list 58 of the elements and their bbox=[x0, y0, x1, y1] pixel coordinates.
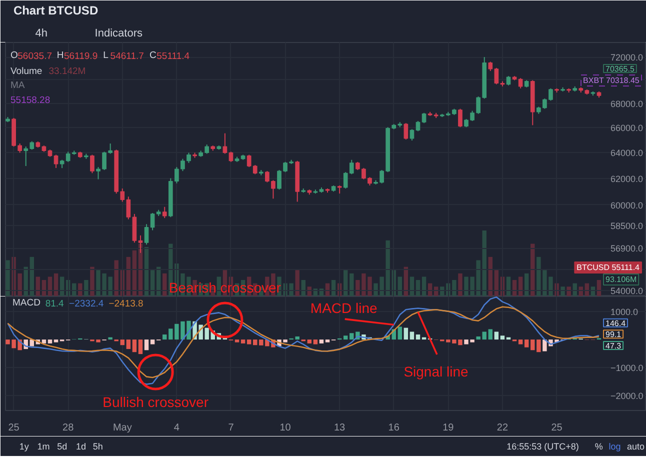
annotation: 93.106M bbox=[606, 275, 637, 284]
x-tick-label: 10 bbox=[280, 422, 292, 434]
text: % bbox=[594, 442, 603, 452]
y-tick-label: 58500.0 bbox=[610, 221, 644, 232]
text: 1d bbox=[76, 442, 86, 452]
x-tick-label: 28 bbox=[62, 422, 74, 434]
annotation: BTCUSD 55111.4 bbox=[576, 263, 640, 272]
text: 5h bbox=[92, 442, 103, 452]
y-tick-label: 66000.0 bbox=[610, 123, 644, 134]
x-tick-label: 13 bbox=[334, 422, 346, 434]
series-label: MACD line bbox=[310, 300, 378, 316]
annotation: BXBT 70318.45 bbox=[583, 76, 640, 85]
x-tick-label: 16 bbox=[388, 422, 400, 434]
x-tick-label: 22 bbox=[496, 422, 508, 434]
annotation: Bullish crossover bbox=[102, 394, 209, 410]
y-tick-label: 72000.0 bbox=[610, 52, 644, 63]
x-tick-label: 19 bbox=[442, 422, 454, 434]
annotation: −2332.4 bbox=[69, 298, 104, 310]
text: auto bbox=[627, 442, 645, 452]
y-tick-label: 64000.0 bbox=[610, 148, 644, 158]
annotation: 81.4 bbox=[45, 298, 64, 310]
annotation: 146.4 bbox=[606, 318, 626, 328]
text: log bbox=[608, 442, 621, 452]
text: Indicators bbox=[94, 28, 143, 40]
y-tick-label: −2000.0 bbox=[610, 390, 644, 401]
text: 5d bbox=[57, 442, 68, 452]
annotation: MA bbox=[10, 80, 26, 91]
annotation: L54611.7 bbox=[103, 50, 144, 62]
annotation: Bearish crossover bbox=[168, 279, 282, 296]
text: 16:55:53 (UTC+8) bbox=[506, 442, 579, 452]
annotation: 70365.5 bbox=[606, 64, 635, 74]
x-tick-label: May bbox=[112, 422, 132, 434]
x-tick-label: 25 bbox=[8, 422, 20, 434]
text: 1m bbox=[37, 442, 50, 452]
text: Chart BTCUSD bbox=[13, 4, 98, 18]
annotation: −2413.8 bbox=[108, 298, 144, 310]
annotation: O56035.7 bbox=[10, 50, 52, 62]
annotation: 47.3 bbox=[606, 341, 622, 350]
annotation: 55158.28 bbox=[10, 95, 50, 106]
y-tick-label: 60000.0 bbox=[610, 200, 644, 210]
y-tick-label: 62000.0 bbox=[610, 174, 644, 184]
y-tick-label: 1000.0 bbox=[610, 307, 638, 318]
chart-title: MACD bbox=[12, 298, 41, 309]
y-tick-label: 56900.0 bbox=[610, 244, 644, 254]
y-tick-label: 54000.0 bbox=[610, 286, 644, 296]
text: 1y bbox=[19, 442, 30, 452]
x-tick-label: 7 bbox=[228, 422, 234, 434]
text: 4h bbox=[35, 28, 48, 40]
x-tick-label: 4 bbox=[174, 422, 180, 434]
x-tick-label: 25 bbox=[551, 422, 563, 434]
annotation: 99.1 bbox=[606, 330, 622, 340]
annotation: H56119.9 bbox=[56, 50, 98, 62]
y-tick-label: −1000.0 bbox=[610, 362, 644, 373]
annotation: 33.142M bbox=[48, 66, 86, 77]
chart-title: Volume bbox=[10, 66, 42, 77]
y-tick-label: 68000.0 bbox=[610, 98, 644, 109]
text: Signal line bbox=[404, 364, 469, 380]
annotation: C55111.4 bbox=[149, 50, 190, 62]
